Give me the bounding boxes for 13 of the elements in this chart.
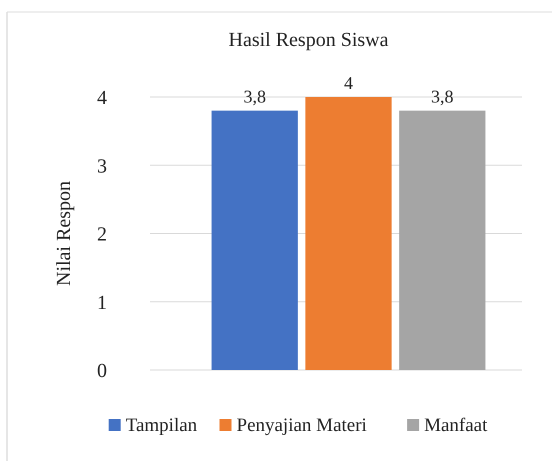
y-axis-title: Nilai Respon bbox=[53, 181, 75, 286]
y-tick-label: 3 bbox=[97, 155, 107, 178]
chart-title: Hasil Respon Siswa bbox=[228, 29, 389, 51]
data-label: 3,8 bbox=[243, 86, 266, 107]
legend-label: Manfaat bbox=[424, 415, 488, 436]
y-tick-label: 0 bbox=[97, 360, 107, 382]
legend-label: Tampilan bbox=[126, 415, 198, 436]
y-tick-label: 4 bbox=[97, 87, 107, 109]
data-label: 4 bbox=[344, 73, 353, 93]
y-tick-label: 1 bbox=[97, 292, 107, 314]
data-label: 3,8 bbox=[431, 86, 454, 107]
legend-label: Penyajian Materi bbox=[236, 415, 367, 436]
y-tick-label: 2 bbox=[97, 224, 107, 246]
